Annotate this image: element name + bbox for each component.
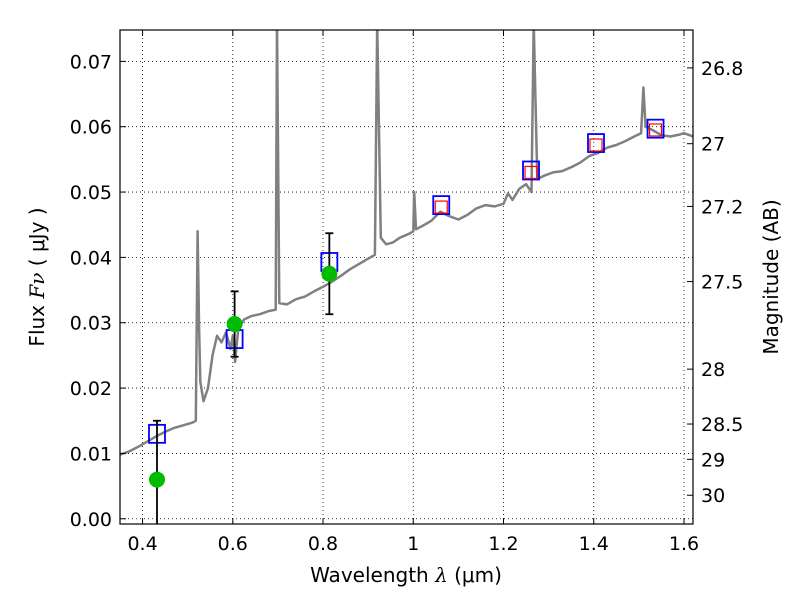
- y2-tick-label: 28.5: [701, 414, 743, 436]
- y-tick-label: 0.02: [70, 378, 112, 400]
- x-tick-label: 0.6: [218, 533, 248, 555]
- photometry-point: [226, 316, 243, 333]
- x-axis-label: Wavelength λ (μm): [310, 563, 502, 587]
- y-tick-label: 0.04: [70, 247, 112, 269]
- observed-flux-square: [589, 138, 603, 152]
- grid-lines: [120, 30, 693, 524]
- photometry-point: [321, 265, 338, 282]
- y2-tick-label: 28: [701, 359, 725, 381]
- photometry-point: [148, 471, 165, 488]
- y-tick-label: 0.03: [70, 313, 112, 335]
- x-tick-label: 0.4: [127, 533, 157, 555]
- observed-flux-square: [648, 123, 663, 137]
- model-flux-square: [646, 118, 665, 139]
- x-tick-label: 0.8: [308, 533, 338, 555]
- y-tick-label: 0.06: [70, 117, 112, 139]
- y2-tick-label: 26.8: [701, 58, 743, 80]
- y-tick-label: 0.05: [70, 182, 112, 204]
- model-flux-square: [587, 133, 605, 153]
- series-layer: [120, 30, 693, 524]
- y2-tick-label: 29: [701, 449, 725, 471]
- y2-axis-label: Magnitude (AB): [759, 199, 783, 354]
- y-axis-label: Flux Fν ( μJy ): [25, 207, 49, 346]
- y-tick-label: 0.00: [70, 509, 112, 531]
- y2-tick-label: 30: [701, 485, 725, 507]
- observed-flux-square: [434, 200, 448, 214]
- x-tick-label: 1.6: [669, 533, 699, 555]
- y2-tick-label: 27: [701, 134, 725, 156]
- x-tick-label: 1.2: [488, 533, 518, 555]
- model-flux-square: [522, 160, 540, 181]
- observed-flux-square: [524, 165, 538, 180]
- x-tick-label: 1: [407, 533, 419, 555]
- y2-tick-label: 27.5: [701, 272, 743, 294]
- y2-tick-label: 27.2: [701, 196, 743, 218]
- plot-frame: [119, 29, 694, 525]
- y-tick-label: 0.07: [70, 51, 112, 73]
- model-spectrum-line: [120, 30, 693, 456]
- x-tick-label: 1.4: [579, 533, 609, 555]
- model-flux-square: [432, 195, 451, 216]
- ticks: 0.4 0.6 0.8 1 1.2 1.4 1.6 0.00 0.01 0.02 0.03 0.04 0…: [70, 30, 743, 555]
- y-tick-label: 0.01: [70, 443, 112, 465]
